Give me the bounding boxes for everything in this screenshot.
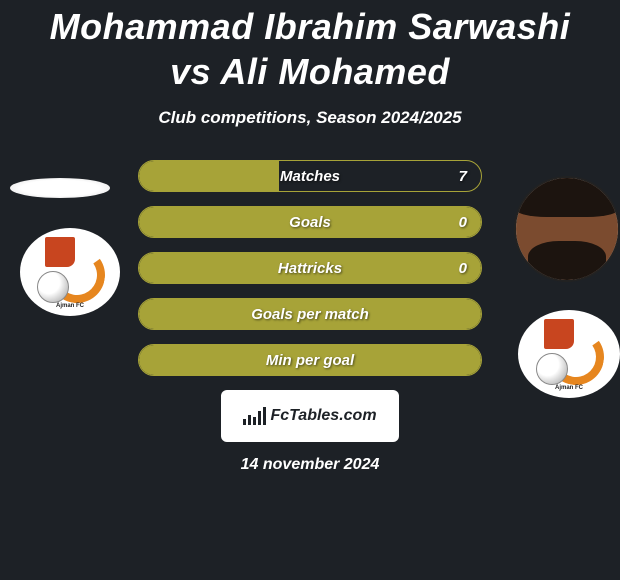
stat-bar: Goals0 xyxy=(138,206,482,238)
stat-bar-value: 0 xyxy=(459,207,467,237)
stat-bar-label: Goals per match xyxy=(139,299,481,329)
ajman-logo-icon: Ajman FC xyxy=(534,319,604,389)
stat-bar-label: Hattricks xyxy=(139,253,481,283)
snapshot-date: 14 november 2024 xyxy=(0,456,620,474)
season-subtitle: Club competitions, Season 2024/2025 xyxy=(0,108,620,128)
stat-bar-value: 0 xyxy=(459,253,467,283)
stat-bar-value: 7 xyxy=(459,161,467,191)
stats-container: Matches7Goals0Hattricks0Goals per matchM… xyxy=(138,160,482,376)
club-left-logo: Ajman FC xyxy=(20,228,120,316)
stat-bar: Goals per match xyxy=(138,298,482,330)
ajman-logo-icon: Ajman FC xyxy=(35,237,105,307)
stat-bar-label: Goals xyxy=(139,207,481,237)
stat-bar: Matches7 xyxy=(138,160,482,192)
branding-text: FcTables.com xyxy=(270,407,376,425)
bar-chart-icon xyxy=(243,407,266,425)
branding-badge: FcTables.com xyxy=(221,390,399,442)
stat-bar: Hattricks0 xyxy=(138,252,482,284)
club-right-logo: Ajman FC xyxy=(518,310,620,398)
player-right-avatar xyxy=(514,176,620,282)
stat-bar-label: Min per goal xyxy=(139,345,481,375)
stat-bar: Min per goal xyxy=(138,344,482,376)
comparison-title: Mohammad Ibrahim Sarwashi vs Ali Mohamed xyxy=(0,0,620,94)
player-left-avatar-placeholder xyxy=(10,178,110,198)
stat-bar-label: Matches xyxy=(139,161,481,191)
face-icon xyxy=(516,178,618,280)
